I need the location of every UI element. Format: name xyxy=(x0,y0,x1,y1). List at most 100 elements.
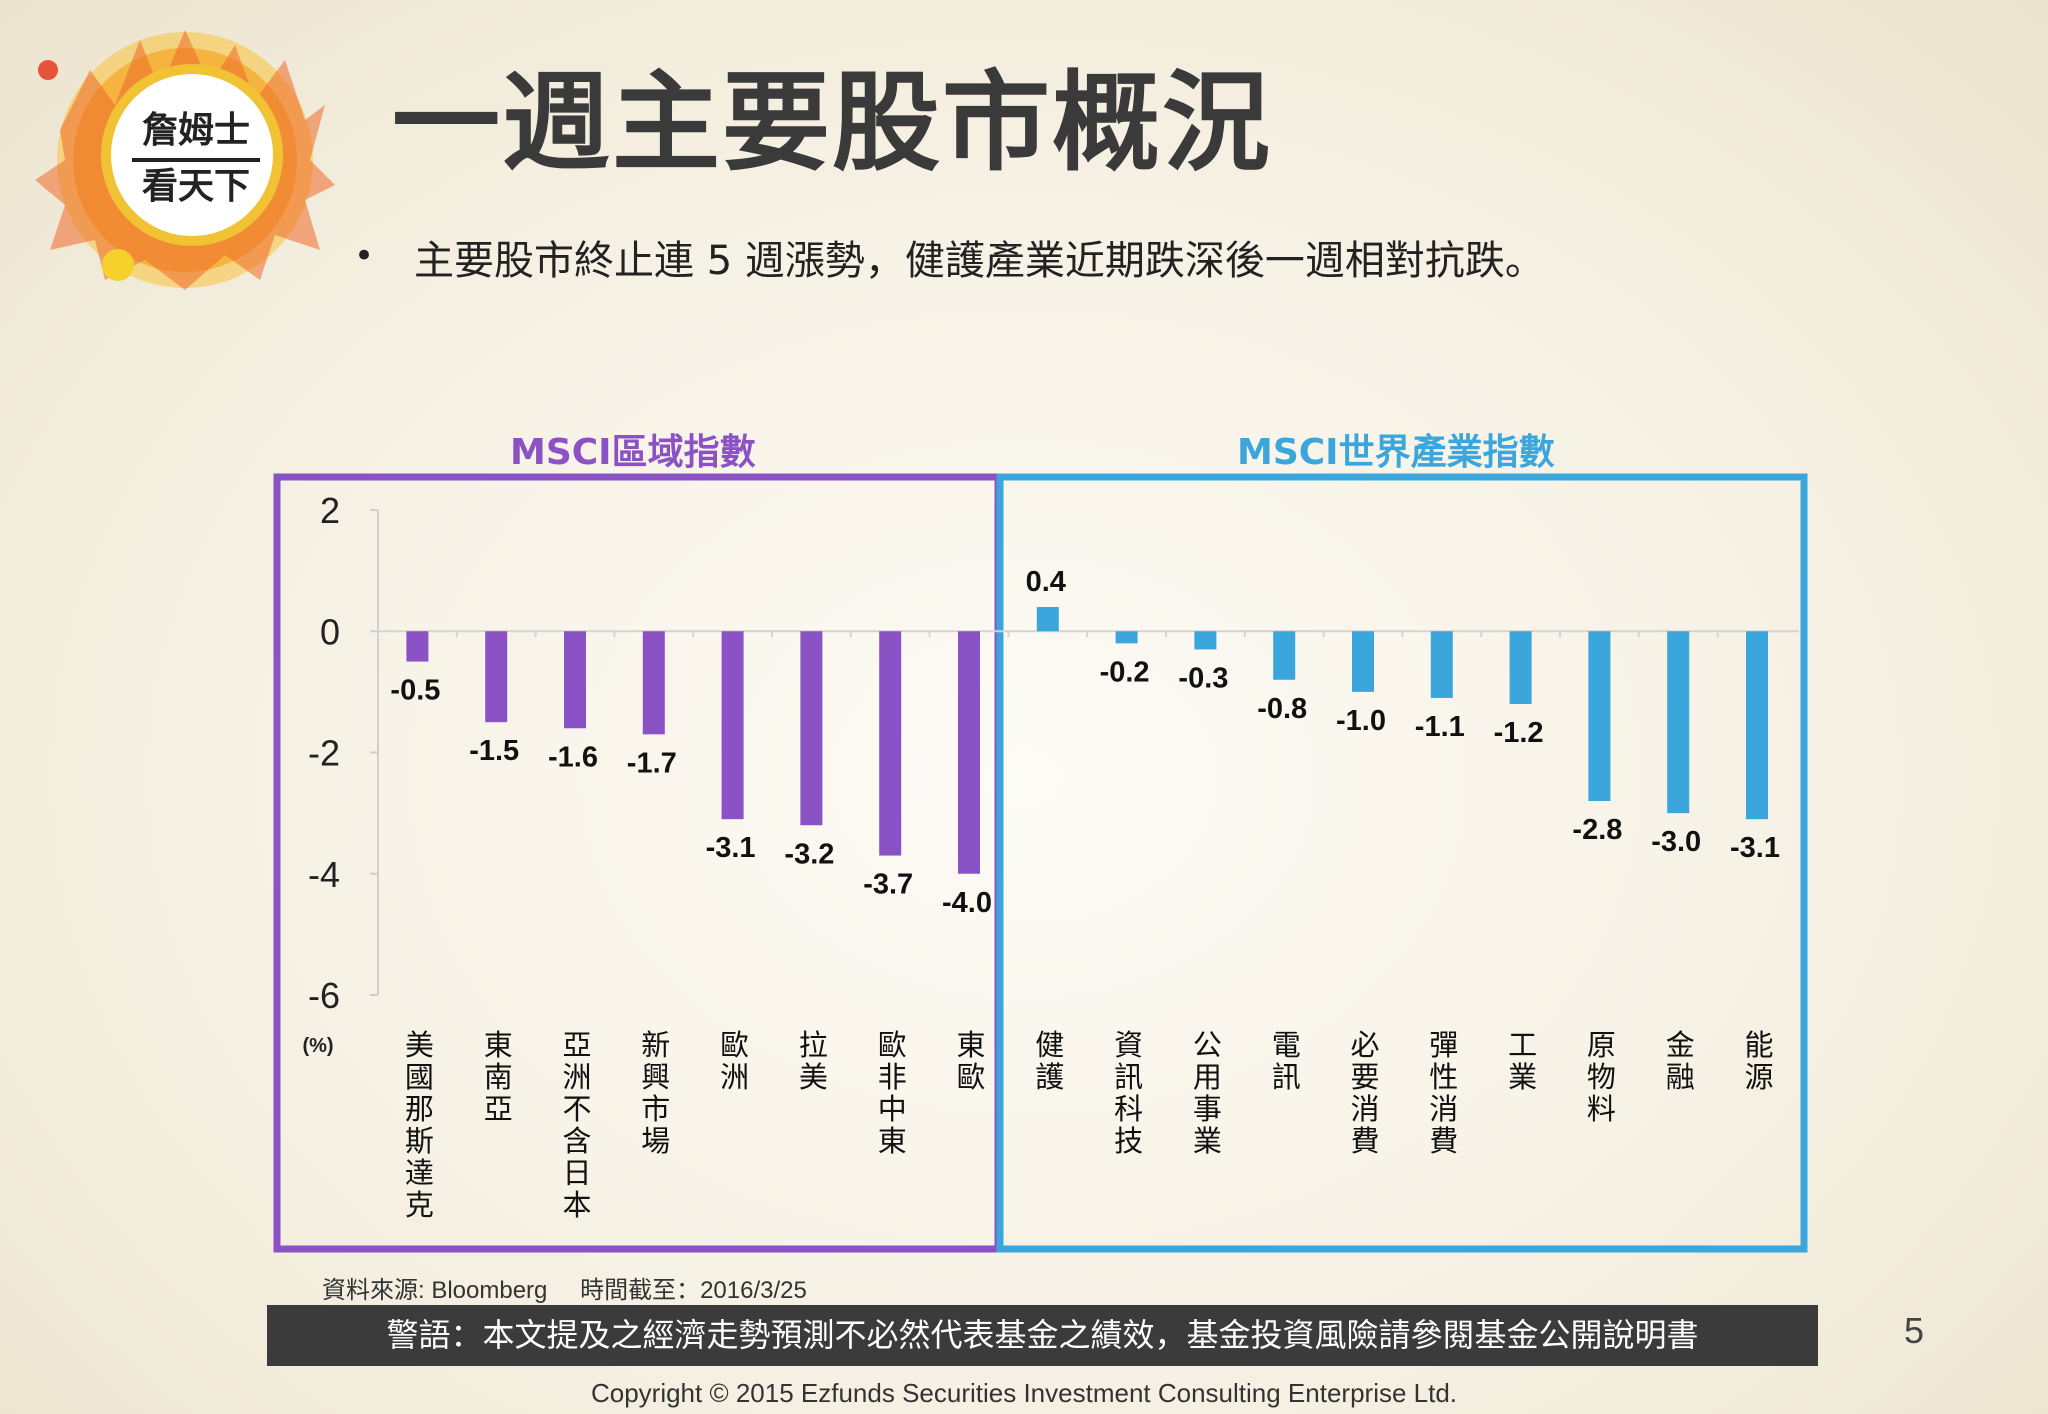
category-label: 工 xyxy=(1508,1028,1537,1062)
category-label: 東 xyxy=(878,1124,907,1158)
y-tick-label: 0 xyxy=(320,611,340,652)
bullet-dot: • xyxy=(354,236,375,276)
category-label: 訊 xyxy=(1272,1060,1301,1094)
data-label: -0.2 xyxy=(1100,656,1150,688)
category-label: 彈 xyxy=(1429,1028,1458,1062)
page-number: 5 xyxy=(1904,1310,1925,1351)
category-label: 含 xyxy=(562,1124,591,1158)
category-label: 消 xyxy=(1350,1092,1379,1126)
category-label: 費 xyxy=(1350,1124,1379,1158)
y-tick-label: -2 xyxy=(308,733,340,774)
data-label: -1.1 xyxy=(1415,711,1465,743)
category-label: 非 xyxy=(878,1060,907,1094)
category-label: 斯 xyxy=(405,1124,434,1158)
category-label: 克 xyxy=(405,1188,434,1222)
y-axis-unit: (%) xyxy=(302,1035,333,1057)
category-label: 洲 xyxy=(562,1060,591,1094)
category-label: 費 xyxy=(1429,1124,1458,1158)
bar xyxy=(485,631,508,723)
category-label: 護 xyxy=(1035,1060,1064,1094)
bar xyxy=(721,631,744,820)
bar-chart: 20-2-4-6(%)-0.5美國那斯達克-1.5東南亞-1.6亞洲不含日本-1… xyxy=(273,473,1808,1253)
bar xyxy=(1115,631,1138,644)
data-label: -1.7 xyxy=(627,747,677,779)
category-label: 新 xyxy=(641,1028,670,1062)
category-label: 消 xyxy=(1429,1092,1458,1126)
category-label: 場 xyxy=(641,1124,670,1158)
category-label: 能 xyxy=(1744,1028,1773,1062)
data-label: -3.7 xyxy=(863,869,913,901)
data-label: -1.2 xyxy=(1494,717,1544,749)
bar xyxy=(958,631,980,874)
data-label: -1.6 xyxy=(548,741,598,773)
category-label: 事 xyxy=(1193,1092,1222,1126)
category-label: 國 xyxy=(405,1060,434,1094)
category-label: 業 xyxy=(1508,1060,1537,1094)
category-label: 金 xyxy=(1666,1028,1695,1062)
category-label: 達 xyxy=(405,1156,434,1190)
sector-group-box xyxy=(996,473,1808,1253)
category-label: 必 xyxy=(1350,1028,1379,1062)
category-label: 拉 xyxy=(799,1028,828,1062)
y-tick-label: 2 xyxy=(320,490,340,531)
bar xyxy=(1194,631,1217,650)
category-label: 業 xyxy=(1193,1124,1222,1158)
bar xyxy=(1352,631,1374,692)
category-label: 洲 xyxy=(720,1060,749,1094)
category-label: 興 xyxy=(641,1060,670,1094)
bar xyxy=(1588,631,1611,801)
bar xyxy=(1430,631,1453,698)
category-label: 技 xyxy=(1114,1124,1143,1158)
category-label: 融 xyxy=(1666,1060,1695,1094)
data-label: -1.0 xyxy=(1336,705,1386,737)
category-label: 性 xyxy=(1429,1060,1458,1094)
bullet-text: 主要股市終止連 5 週漲勢，健護產業近期跌深後一週相對抗跌。 xyxy=(414,238,1545,284)
data-label: -3.0 xyxy=(1651,826,1701,858)
category-label: 東 xyxy=(956,1028,985,1062)
category-label: 公 xyxy=(1193,1028,1222,1062)
data-label: -1.5 xyxy=(469,735,519,767)
category-label: 歐 xyxy=(956,1060,985,1094)
bar xyxy=(1667,631,1690,814)
bar xyxy=(800,631,823,826)
bar xyxy=(1273,631,1296,680)
bar xyxy=(1509,631,1532,704)
category-label: 亞 xyxy=(484,1092,513,1126)
bar xyxy=(642,631,665,735)
logo: 詹姆士 看天下 xyxy=(35,30,335,290)
category-label: 資 xyxy=(1114,1028,1143,1062)
data-label: -3.1 xyxy=(1730,832,1780,864)
data-label: -2.8 xyxy=(1572,814,1622,846)
data-label: -0.8 xyxy=(1257,693,1307,725)
category-label: 東 xyxy=(484,1028,513,1062)
bar xyxy=(879,631,902,856)
category-label: 健 xyxy=(1035,1028,1064,1062)
group-title-region: MSCI區域指數 xyxy=(510,432,756,473)
data-label: -3.1 xyxy=(706,832,756,864)
svg-text:看天下: 看天下 xyxy=(142,166,250,207)
category-label: 美 xyxy=(405,1028,434,1062)
category-label: 市 xyxy=(641,1092,670,1126)
category-label: 用 xyxy=(1193,1060,1222,1094)
data-source: 資料來源: Bloomberg 時間截至：2016/3/25 xyxy=(322,1270,833,1305)
y-tick-label: -4 xyxy=(308,854,340,895)
category-label: 電 xyxy=(1272,1028,1301,1062)
category-label: 原 xyxy=(1587,1028,1616,1062)
data-label: -0.5 xyxy=(390,675,440,707)
category-label: 訊 xyxy=(1114,1060,1143,1094)
category-label: 日 xyxy=(562,1156,591,1190)
category-label: 要 xyxy=(1350,1060,1379,1094)
data-label: -0.3 xyxy=(1178,662,1228,694)
category-label: 物 xyxy=(1587,1060,1616,1094)
bar xyxy=(1036,607,1059,632)
category-label: 美 xyxy=(799,1060,828,1094)
source-date: 時間截至：2016/3/25 xyxy=(580,1277,807,1304)
copyright: Copyright © 2015 Ezfunds Securities Inve… xyxy=(590,1378,1458,1408)
category-label: 南 xyxy=(484,1060,513,1094)
category-label: 料 xyxy=(1587,1092,1616,1126)
data-label: -4.0 xyxy=(942,887,992,919)
bar xyxy=(1746,631,1768,820)
warning-banner: 警語：本文提及之經濟走勢預測不必然代表基金之績效，基金投資風險請參閱基金公開說明… xyxy=(267,1305,1818,1366)
svg-text:詹姆士: 詹姆士 xyxy=(142,110,250,151)
category-label: 不 xyxy=(562,1092,591,1126)
